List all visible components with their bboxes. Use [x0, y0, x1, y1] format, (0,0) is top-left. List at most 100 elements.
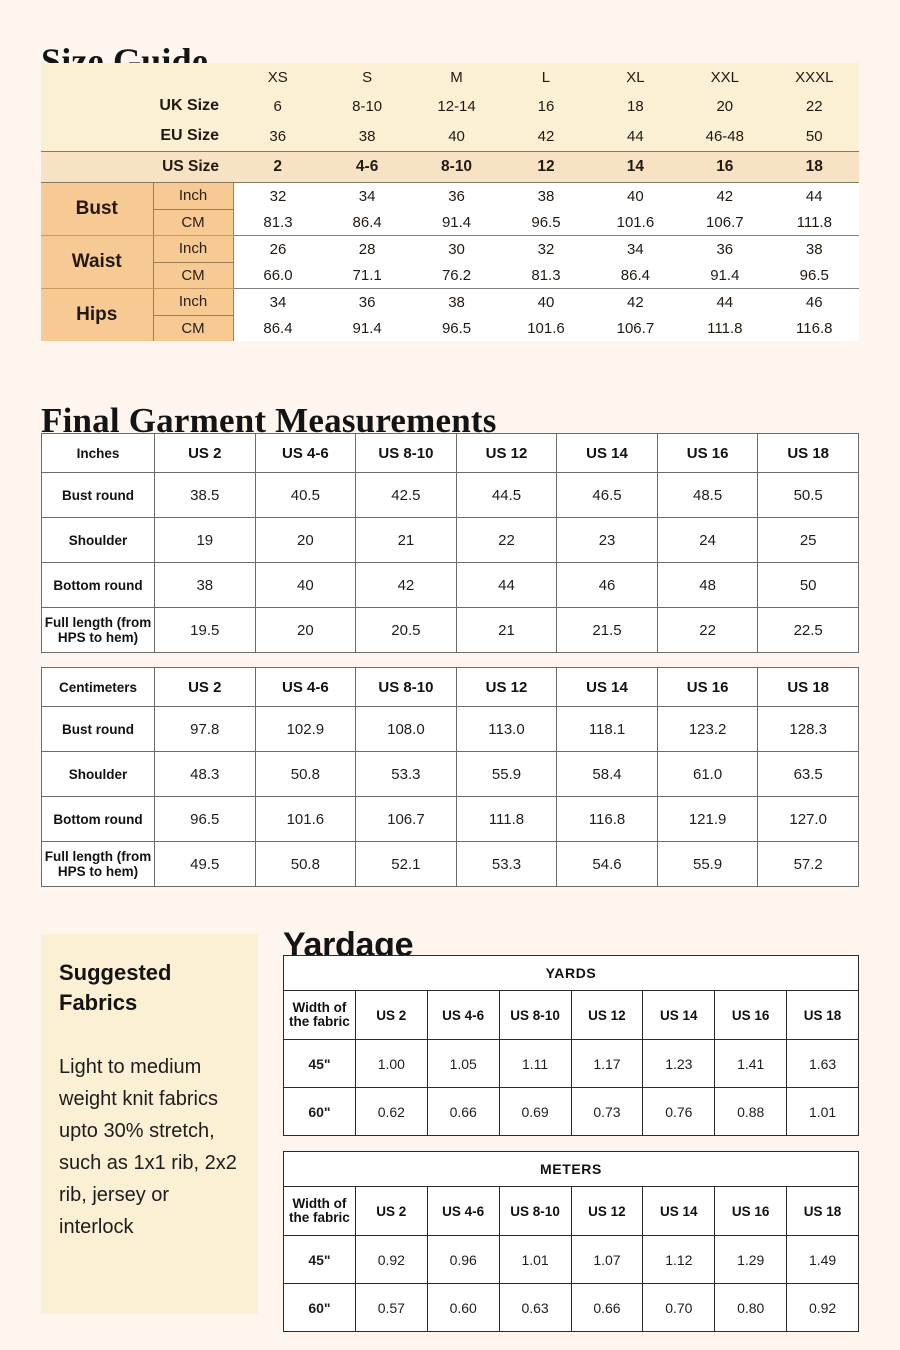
- measurement-value-cell: 55.9: [656, 841, 759, 887]
- size-column-header: US 4-6: [426, 990, 500, 1040]
- table-row: Shoulder 19 20 21 22 23 24 25: [41, 517, 859, 563]
- measurement-value-cell: 42: [355, 562, 457, 608]
- size-column-header: US 2: [354, 1186, 428, 1236]
- letter-size-header: M: [411, 63, 502, 91]
- yardage-value-cell: 0.92: [786, 1283, 859, 1332]
- measurement-value-cell: 32: [233, 182, 323, 209]
- measurement-value-cell: 44.5: [455, 472, 558, 518]
- measurement-value-cell: 106.7: [590, 315, 681, 341]
- size-column-header: US 14: [642, 990, 716, 1040]
- size-column-header: US 8-10: [498, 1186, 572, 1236]
- measurement-value-cell: 50.8: [254, 751, 357, 797]
- suggested-fabrics-panel: Suggested Fabrics Light to medium weight…: [41, 934, 258, 1314]
- measurement-value-cell: 118.1: [556, 706, 658, 752]
- size-guide-body: XS S M L XL XXL XXXL UK Size 6 8-10 12-14 16 18 20 2…: [41, 63, 859, 341]
- table-row: Bust round 97.8 102.9 108.0 113.0 118.1 123.2 1…: [41, 706, 859, 752]
- final-garment-inches-table: Inches US 2 US 4-6 US 8-10 US 12 US 14 US 16 US…: [41, 433, 859, 653]
- size-value-cell: 22: [769, 91, 859, 121]
- measurement-value-cell: 66.0: [233, 262, 323, 289]
- measurement-value-cell: 21: [355, 517, 457, 563]
- measurement-value-cell: 38: [154, 562, 256, 608]
- measurement-value-cell: 86.4: [590, 262, 681, 289]
- measurement-value-cell: 21: [455, 607, 558, 653]
- size-value-cell: 14: [590, 151, 681, 183]
- measurement-value-cell: 54.6: [556, 841, 658, 887]
- unit-label-inch: Inch: [153, 288, 234, 316]
- measurement-value-cell: 44: [769, 182, 859, 209]
- fabric-width-label: 45": [283, 1039, 356, 1088]
- width-of-fabric-header: Width of the fabric: [283, 990, 356, 1040]
- size-column-header: US 4-6: [254, 667, 357, 707]
- measurement-group-label: Waist: [41, 235, 154, 289]
- size-value-cell: 46-48: [680, 121, 770, 152]
- size-column-header: US 8-10: [355, 667, 457, 707]
- size-column-header: US 16: [656, 433, 759, 473]
- measurement-value-cell: 101.6: [501, 315, 591, 341]
- yardage-value-cell: 0.60: [426, 1283, 500, 1332]
- table-row: 60" 0.62 0.66 0.69 0.73 0.76 0.88 1.01: [283, 1087, 859, 1136]
- yardage-value-cell: 1.63: [786, 1039, 859, 1088]
- measurement-value-cell: 91.4: [411, 209, 502, 236]
- measurement-value-cell: 106.7: [680, 209, 770, 236]
- size-value-cell: 38: [322, 121, 412, 152]
- size-value-cell: 8-10: [322, 91, 412, 121]
- size-value-cell: 6: [233, 91, 323, 121]
- measurement-value-cell: 46: [556, 562, 658, 608]
- size-value-cell: 44: [590, 121, 681, 152]
- measurement-value-cell: 96.5: [769, 262, 859, 289]
- size-column-header: US 2: [154, 667, 256, 707]
- measurement-value-cell: 53.3: [355, 751, 457, 797]
- measurement-value-cell: 111.8: [769, 209, 859, 236]
- measurement-value-cell: 76.2: [411, 262, 502, 289]
- suggested-fabrics-body: Light to medium weight knit fabrics upto…: [59, 1056, 237, 1238]
- measurement-value-cell: 22.5: [757, 607, 859, 653]
- measurement-value-cell: 46.5: [556, 472, 658, 518]
- table-header-row: Width of the fabric US 2 US 4-6 US 8-10 US 1…: [283, 990, 859, 1040]
- measurement-value-cell: 50: [757, 562, 859, 608]
- yardage-meters-table: METERS Width of the fabric US 2 US 4-6 US 8-…: [283, 1151, 859, 1332]
- measurement-value-cell: 57.2: [757, 841, 859, 887]
- letter-size-header: XXXL: [769, 63, 859, 91]
- unit-label-cm: CM: [153, 262, 234, 289]
- table-row: 45" 1.00 1.05 1.11 1.17 1.23 1.41 1.63: [283, 1039, 859, 1088]
- letter-size-header-row: XS S M L XL XXL XXXL: [41, 63, 859, 91]
- unit-title: YARDS: [283, 955, 859, 991]
- unit-title-row: METERS: [283, 1151, 859, 1187]
- yardage-value-cell: 0.96: [426, 1235, 500, 1284]
- measurement-value-cell: 44: [680, 288, 770, 315]
- table-row: 60" 0.57 0.60 0.63 0.66 0.70 0.80 0.92: [283, 1283, 859, 1332]
- fabric-width-label: 60": [283, 1087, 356, 1136]
- measurement-value-cell: 24: [656, 517, 759, 563]
- size-value-cell: 12-14: [411, 91, 502, 121]
- size-value-cell: 20: [680, 91, 770, 121]
- measurement-value-cell: 58.4: [556, 751, 658, 797]
- measurement-value-cell: 20: [254, 607, 357, 653]
- size-value-cell: 50: [769, 121, 859, 152]
- measurement-value-cell: 96.5: [411, 315, 502, 341]
- size-column-header: US 4-6: [426, 1186, 500, 1236]
- yardage-value-cell: 1.00: [354, 1039, 428, 1088]
- measurement-value-cell: 63.5: [757, 751, 859, 797]
- table-row: 45" 0.92 0.96 1.01 1.07 1.12 1.29 1.49: [283, 1235, 859, 1284]
- measurement-group-label: Bust: [41, 182, 154, 236]
- measurement-value-cell: 86.4: [233, 315, 323, 341]
- measurement-value-cell: 38: [769, 235, 859, 262]
- letter-size-header: L: [501, 63, 591, 91]
- measurement-value-cell: 36: [322, 288, 412, 315]
- yardage-value-cell: 0.66: [570, 1283, 644, 1332]
- measurement-value-cell: 38: [411, 288, 502, 315]
- measurement-value-cell: 61.0: [656, 751, 759, 797]
- measurement-value-cell: 40.5: [254, 472, 357, 518]
- final-garment-centimeters-table: Centimeters US 2 US 4-6 US 8-10 US 12 US 14 US…: [41, 667, 859, 887]
- measurement-value-cell: 81.3: [501, 262, 591, 289]
- measurement-value-cell: 97.8: [154, 706, 256, 752]
- measurement-value-cell: 48: [656, 562, 759, 608]
- measurement-value-cell: 108.0: [355, 706, 457, 752]
- measurement-value-cell: 102.9: [254, 706, 357, 752]
- size-value-cell: 8-10: [411, 151, 502, 183]
- yardage-value-cell: 1.12: [642, 1235, 716, 1284]
- measurement-value-cell: 25: [757, 517, 859, 563]
- measurement-value-cell: 86.4: [322, 209, 412, 236]
- size-column-header: US 16: [656, 667, 759, 707]
- measurement-value-cell: 46: [769, 288, 859, 315]
